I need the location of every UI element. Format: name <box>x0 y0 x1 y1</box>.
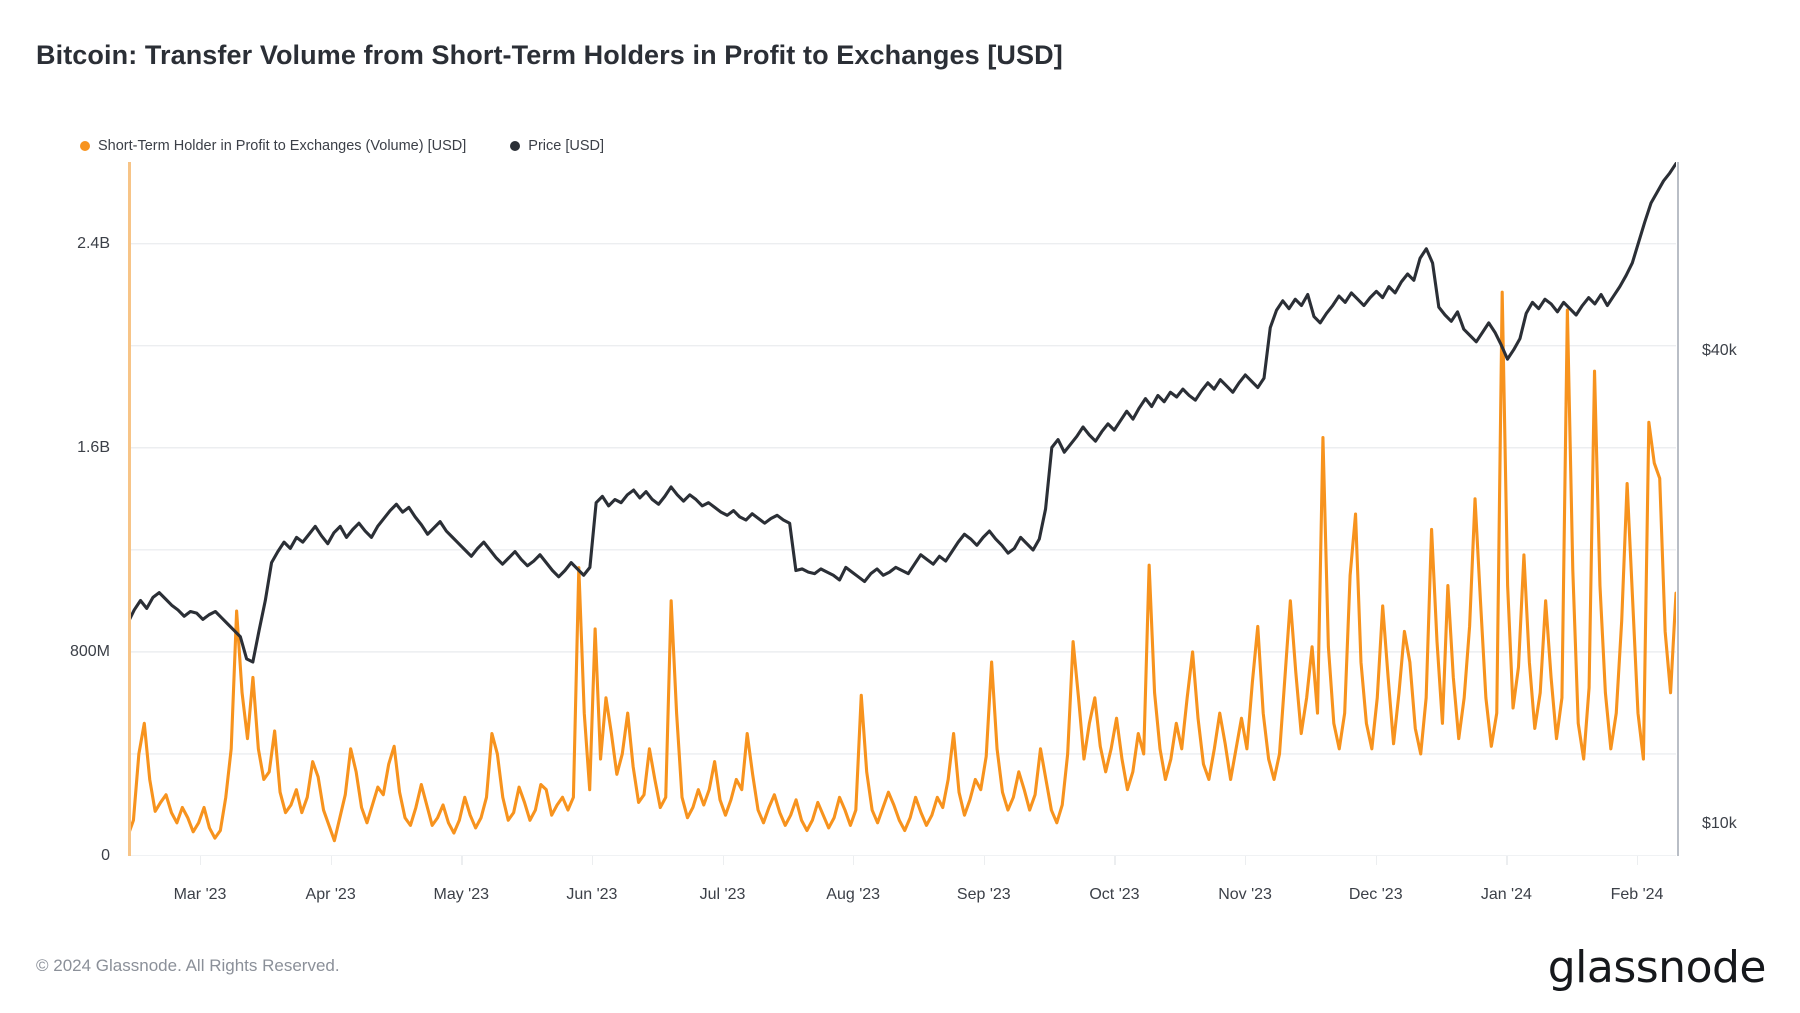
x-axis-tick-mark <box>200 856 202 865</box>
plot-area[interactable] <box>128 162 1676 856</box>
x-axis-tick-mark <box>591 856 594 865</box>
x-axis-tick: Feb '24 <box>1610 886 1664 903</box>
x-axis-tick: Nov '23 <box>1218 886 1272 903</box>
x-axis-tick: Dec '23 <box>1348 886 1403 903</box>
x-axis-tick: Apr '23 <box>305 886 356 903</box>
x-axis-tick-mark <box>1245 856 1247 865</box>
x-axis-tick-mark <box>853 856 855 865</box>
gridlines <box>128 242 1676 856</box>
x-axis-tick: Jun '23 <box>566 886 618 903</box>
y-axis-left-tick: 1.6B <box>77 438 110 456</box>
x-axis-tick-mark <box>1375 856 1378 865</box>
x-axis-tick: Sep '23 <box>956 886 1011 903</box>
legend-dot-icon <box>510 141 521 151</box>
legend-item-price[interactable]: Price [USD] <box>510 138 604 154</box>
page-title: Bitcoin: Transfer Volume from Short-Term… <box>36 40 1063 70</box>
x-axis-tick: Aug '23 <box>826 886 881 903</box>
copyright-text: © 2024 Glassnode. All Rights Reserved. <box>36 956 340 975</box>
x-axis-tick-mark <box>1506 856 1508 865</box>
y-axis-left-tick: 0 <box>101 847 110 864</box>
glassnode-logo: glassnode <box>1547 942 1767 993</box>
x-axis-tick: May '23 <box>433 886 490 903</box>
legend-dot-icon <box>80 141 90 151</box>
legend-label-volume: Short-Term Holder in Profit to Exchanges… <box>98 138 467 154</box>
x-axis-tick-mark <box>1114 856 1116 865</box>
legend-label-price: Price [USD] <box>528 138 605 154</box>
x-axis-tick-mark <box>461 856 463 865</box>
left-axis-line <box>128 162 131 856</box>
x-axis-tick: Mar '23 <box>173 886 227 903</box>
x-axis-tick: Oct '23 <box>1089 886 1140 903</box>
y-axis-right-tick: $10k <box>1702 815 1737 833</box>
legend-item-volume[interactable]: Short-Term Holder in Profit to Exchanges… <box>80 138 466 154</box>
x-axis-tick-mark <box>1637 856 1639 865</box>
chart-canvas <box>128 162 1676 856</box>
chart-legend: Short-Term Holder in Profit to Exchanges… <box>80 138 604 154</box>
x-axis-tick: Jan '24 <box>1480 886 1532 903</box>
y-axis-left-tick: 2.4B <box>77 234 110 252</box>
y-axis-right-tick: $40k <box>1702 342 1737 360</box>
x-axis-tick: Jul '23 <box>699 886 746 903</box>
x-axis-tick-mark <box>983 856 986 865</box>
right-axis-line <box>1677 162 1679 856</box>
price-series-line <box>128 162 1676 664</box>
y-axis-left-tick: 800M <box>69 642 110 660</box>
x-axis-tick-mark <box>330 856 332 865</box>
x-axis-tick-mark <box>722 856 724 865</box>
volume-series-line <box>128 290 1676 843</box>
